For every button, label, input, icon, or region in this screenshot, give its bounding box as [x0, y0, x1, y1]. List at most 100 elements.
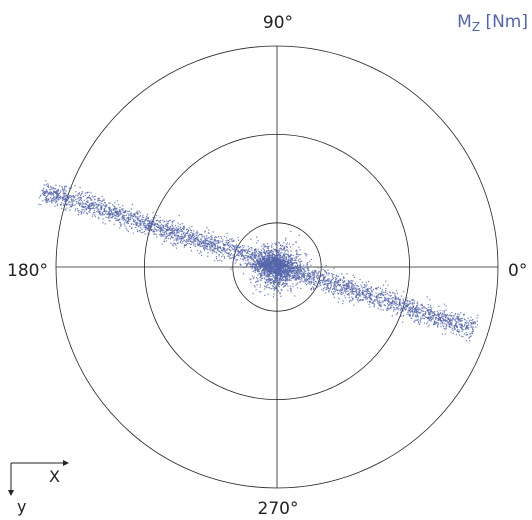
- data-point: [455, 318, 457, 320]
- data-point: [257, 267, 259, 269]
- data-point: [60, 197, 62, 200]
- data-point: [257, 274, 259, 276]
- data-point: [68, 196, 70, 198]
- data-point: [464, 321, 467, 324]
- data-point: [251, 252, 253, 254]
- data-point: [60, 207, 63, 209]
- data-point: [431, 318, 433, 321]
- data-point: [474, 321, 476, 323]
- data-point: [255, 269, 257, 271]
- data-point: [324, 270, 327, 272]
- data-point: [277, 281, 280, 283]
- data-point: [91, 202, 93, 204]
- data-point: [400, 311, 402, 313]
- data-point: [227, 242, 230, 244]
- data-point: [215, 247, 217, 250]
- data-point: [236, 254, 238, 256]
- data-point: [406, 306, 408, 308]
- data-point: [165, 223, 167, 225]
- data-point: [292, 277, 294, 279]
- data-point: [454, 312, 457, 315]
- data-point: [432, 311, 435, 313]
- data-point: [125, 219, 127, 221]
- data-point: [71, 205, 73, 207]
- data-point: [278, 272, 280, 274]
- data-point: [448, 322, 450, 325]
- data-point: [380, 293, 382, 296]
- data-point: [174, 234, 176, 237]
- data-point: [467, 317, 469, 319]
- data-point: [45, 191, 47, 193]
- data-point: [176, 235, 178, 237]
- data-point: [255, 250, 258, 252]
- data-point: [144, 223, 146, 225]
- data-point: [181, 242, 183, 244]
- data-point: [244, 262, 246, 264]
- data-point: [448, 314, 450, 317]
- data-point: [331, 278, 334, 281]
- data-point: [245, 260, 247, 262]
- data-point: [381, 300, 383, 302]
- data-point: [409, 300, 411, 302]
- data-point: [260, 264, 262, 267]
- data-point: [182, 241, 184, 243]
- data-point: [291, 271, 293, 273]
- data-point: [396, 306, 398, 309]
- data-point: [263, 249, 265, 251]
- data-point: [131, 223, 133, 225]
- data-point: [169, 219, 171, 222]
- data-point: [162, 225, 165, 227]
- data-point: [442, 316, 444, 318]
- data-point: [364, 283, 366, 286]
- data-point: [461, 335, 463, 337]
- data-point: [410, 310, 412, 312]
- data-point: [90, 204, 92, 206]
- data-point: [185, 244, 187, 246]
- data-point: [264, 261, 267, 263]
- data-point: [378, 304, 380, 307]
- data-point: [302, 274, 304, 276]
- data-point: [65, 190, 67, 192]
- data-point: [438, 313, 440, 316]
- data-point: [348, 294, 350, 296]
- data-point: [308, 275, 311, 278]
- data-point: [102, 214, 104, 216]
- data-point: [99, 210, 101, 213]
- data-point: [301, 273, 303, 275]
- data-point: [287, 254, 289, 256]
- data-point: [291, 259, 293, 261]
- data-point: [201, 239, 203, 241]
- data-point: [239, 263, 241, 265]
- data-point: [266, 263, 268, 266]
- data-point: [295, 279, 297, 281]
- data-point: [218, 250, 220, 252]
- data-point: [71, 204, 73, 206]
- data-point: [186, 228, 188, 230]
- data-point: [424, 322, 426, 324]
- data-point: [257, 256, 260, 258]
- data-point: [352, 274, 354, 277]
- data-point: [276, 267, 278, 269]
- data-point: [272, 262, 274, 264]
- data-point: [295, 266, 297, 268]
- data-point: [81, 212, 83, 214]
- data-point: [433, 313, 436, 315]
- data-point: [156, 236, 158, 238]
- data-point: [287, 271, 289, 273]
- data-point: [265, 245, 267, 247]
- data-point: [261, 258, 264, 260]
- data-point: [461, 329, 463, 331]
- data-point: [278, 249, 280, 251]
- data-point: [220, 251, 222, 254]
- data-point: [259, 268, 261, 270]
- data-point: [313, 279, 315, 281]
- data-point: [122, 209, 124, 212]
- data-point: [357, 293, 359, 296]
- data-point: [286, 261, 288, 263]
- data-point: [113, 223, 115, 225]
- data-point: [150, 229, 152, 231]
- data-point: [264, 257, 266, 260]
- data-point: [119, 210, 121, 212]
- data-point: [203, 243, 205, 245]
